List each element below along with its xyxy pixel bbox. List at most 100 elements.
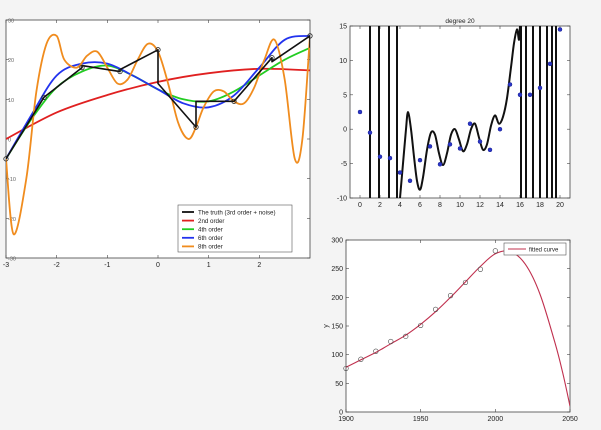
data-point: [388, 338, 394, 345]
data-point: [397, 170, 403, 175]
plot-area: [345, 239, 571, 413]
data-point: [537, 85, 543, 91]
x-tick-label: 14: [496, 202, 504, 209]
x-tick-label: 16: [516, 202, 524, 209]
legend-label: fitted curve: [529, 247, 559, 253]
chart-title: degree 20: [445, 18, 475, 25]
x-tick-label: 12: [476, 202, 484, 209]
y-tick-label: 0: [343, 127, 347, 134]
data-point: [487, 147, 493, 153]
data-point: [117, 68, 123, 75]
data-point: [155, 47, 161, 53]
chart-degree-20: 0 2 4 6 8 10 12 14 16 18 20 15 10 5 0 -5 -10 degree 20: [337, 18, 571, 209]
y-tick-label: -30: [8, 257, 16, 263]
data-point: [433, 306, 439, 312]
series-fitted-curve: [346, 250, 570, 407]
data-point: [269, 55, 275, 61]
plot-area: [349, 25, 571, 199]
x-tick-label: 20: [556, 202, 564, 209]
data-point: [517, 92, 523, 98]
data-point: [462, 279, 469, 286]
legend-label: 8th order: [198, 244, 223, 251]
x-tick-label: -1: [104, 262, 110, 269]
data-point: [477, 266, 484, 272]
data-point: [492, 248, 498, 254]
y-tick-label: 0: [339, 410, 343, 417]
y-tick-label: 50: [335, 381, 343, 388]
data-point: [437, 162, 443, 167]
y-tick-label: 150: [331, 324, 343, 331]
x-tick-label: -3: [3, 262, 9, 269]
data-point: [407, 178, 413, 184]
x-tick-label: 10: [456, 202, 464, 209]
data-point: [497, 126, 503, 132]
x-tick-label: 1: [207, 262, 211, 269]
y-tick-label: 5: [343, 92, 347, 99]
x-tick-label: 0: [358, 202, 362, 209]
data-point: [79, 65, 85, 71]
data-point: [358, 356, 364, 362]
series-8th-order: [6, 33, 310, 236]
data-point: [547, 61, 553, 67]
data-point: [3, 156, 9, 162]
y-tick-label: 20: [8, 58, 14, 64]
data-point: [527, 92, 533, 98]
x-tick-label: 4: [398, 202, 402, 209]
data-point: [507, 82, 513, 87]
data-point: [467, 121, 473, 126]
series-6th-order: [6, 35, 310, 160]
data-point: [307, 33, 313, 39]
series-the-truth-3rd-order-noise: [6, 35, 310, 160]
y-tick-label: -20: [8, 217, 16, 223]
legend-label: 2nd order: [198, 218, 225, 225]
x-tick-label: 2: [257, 262, 261, 269]
y-tick-label: -10: [337, 196, 347, 203]
chart-fitted-curve: 1900 1950 2000 2050 0 50 100 150 200 250 300 y fitte…: [323, 238, 578, 424]
y-tick-label: -5: [341, 161, 347, 168]
fit-curve: [399, 26, 521, 198]
data-point: [357, 109, 363, 115]
y-tick-label: 30: [8, 19, 14, 25]
x-tick-label: 6: [418, 202, 422, 209]
data-point: [447, 142, 453, 147]
data-point: [343, 365, 349, 372]
y-tick-label: 250: [331, 266, 343, 273]
x-tick-label: 18: [536, 202, 544, 209]
x-tick-label: 2000: [488, 416, 504, 423]
data-point: [418, 322, 424, 329]
y-tick-label: 0: [8, 138, 11, 144]
data-point: [387, 155, 393, 161]
data-point: [367, 130, 373, 135]
y-tick-label: 300: [331, 238, 343, 245]
data-point: [377, 154, 383, 159]
data-point: [403, 333, 409, 339]
data-point: [193, 124, 199, 130]
legend-box: [177, 204, 293, 253]
legend-label: 4th order: [198, 227, 223, 234]
data-point: [477, 139, 483, 144]
data-point: [447, 293, 454, 299]
y-tick-label: 15: [339, 24, 347, 31]
y-axis-label: y: [323, 324, 330, 328]
data-point: [457, 146, 463, 151]
data-point: [417, 157, 423, 163]
x-tick-label: 1950: [413, 416, 429, 423]
y-tick-label: 200: [331, 295, 343, 302]
data-point: [231, 98, 237, 104]
x-tick-label: -2: [54, 262, 60, 269]
data-point: [373, 348, 379, 354]
legend-label: 6th order: [198, 235, 223, 242]
legend-box: [503, 242, 567, 256]
x-tick-label: 0: [156, 262, 160, 269]
y-tick-label: 10: [339, 58, 347, 65]
x-tick-label: 2050: [562, 416, 578, 423]
data-point: [427, 144, 433, 149]
y-tick-label: -10: [8, 177, 16, 183]
data-point: [557, 27, 563, 32]
x-tick-label: 8: [438, 202, 442, 209]
legend-label: The truth (3rd order + noise): [198, 209, 276, 216]
x-tick-label: 2: [378, 202, 382, 209]
y-tick-label: 100: [331, 352, 343, 359]
